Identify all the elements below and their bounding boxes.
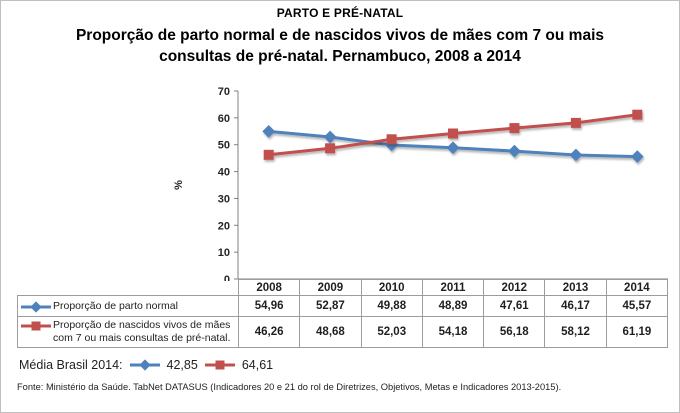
value-cell: 48,89 <box>421 295 485 317</box>
diamond-marker-icon <box>21 300 51 313</box>
y-tick-label: 0 <box>224 274 230 281</box>
data-point-diamond <box>508 144 521 158</box>
source-note: Fonte: Ministério da Saúde. TabNet DATAS… <box>17 382 562 392</box>
legend-cell: Proporção de parto normal <box>17 295 239 317</box>
y-tick-label: 60 <box>218 113 230 125</box>
chart-data-table: 2008 2009 2010 2011 2012 2013 2014 Proporção de… <box>17 279 669 348</box>
line-chart-plot: 0 10 20 30 40 50 60 70% <box>173 86 668 281</box>
media-brasil-value: 42,85 <box>166 358 198 372</box>
value-cell: 54,18 <box>421 316 485 348</box>
y-tick-label: 20 <box>218 220 230 232</box>
table-row: Proporção de nascidos vivos de mães com … <box>17 316 669 348</box>
value-cell: 45,57 <box>605 295 669 317</box>
media-brasil-value: 64,61 <box>241 358 274 372</box>
data-point-square <box>386 134 397 145</box>
legend-cell: Proporção de nascidos vivos de mães com … <box>17 316 239 348</box>
series-label: Proporção de parto normal <box>53 299 178 312</box>
table-corner-cell <box>18 280 239 296</box>
year-header-cell: 2013 <box>544 279 607 296</box>
chart-title-line-2: consultas de pré-natal. Pernambuco, 2008… <box>159 48 521 65</box>
y-tick-label: 10 <box>218 247 230 259</box>
data-point-square <box>570 117 581 128</box>
y-tick-label: 40 <box>218 167 230 179</box>
data-point-square <box>448 128 458 139</box>
media-brasil-label: Média Brasil 2014: <box>19 358 123 372</box>
diamond-marker-icon <box>129 359 160 371</box>
series-line-1 <box>263 109 643 160</box>
chart-title-line-1: Proporção de parto normal e de nascidos … <box>75 27 605 44</box>
data-point-diamond <box>446 141 460 155</box>
data-point-square <box>263 149 274 160</box>
value-cell: 47,61 <box>483 295 546 317</box>
value-cell: 46,26 <box>237 316 301 348</box>
series-line-0 <box>262 125 644 163</box>
square-marker-icon <box>21 320 51 332</box>
data-point-diamond <box>569 148 583 162</box>
year-header-cell: 2012 <box>483 279 546 296</box>
table-header-row: 2008 2009 2010 2011 2012 2013 2014 <box>18 279 669 296</box>
series-label: Proporção de nascidos vivos de mães com … <box>53 319 231 344</box>
square-marker-icon <box>204 359 235 371</box>
value-cell: 56,18 <box>483 316 546 348</box>
y-tick-label: 30 <box>218 193 230 205</box>
year-header-cell: 2008 <box>237 279 301 296</box>
year-header-cell: 2010 <box>360 279 423 296</box>
data-point-diamond <box>323 130 337 144</box>
year-header-cell: 2009 <box>299 279 362 296</box>
value-cell: 52,87 <box>299 295 362 317</box>
value-cell: 52,03 <box>360 316 423 348</box>
value-cell: 61,19 <box>605 316 669 348</box>
value-cell: 46,17 <box>544 295 607 317</box>
media-brasil-row: Média Brasil 2014: 42,85 64,61 <box>19 358 273 372</box>
data-point-square <box>632 109 643 120</box>
value-cell: 48,68 <box>299 316 362 348</box>
chart-suptitle: PARTO E PRÉ-NATAL <box>276 6 404 20</box>
value-cell: 58,12 <box>544 316 607 348</box>
table-row: Proporção de parto normal 54,96 52,87 49,88… <box>17 295 669 317</box>
data-point-square <box>325 143 336 154</box>
value-cell: 54,96 <box>237 295 301 317</box>
year-header-cell: 2014 <box>605 279 669 296</box>
y-tick-label: 50 <box>218 140 230 152</box>
y-axis-title: % <box>173 180 185 190</box>
chart-header: PARTO E PRÉ-NATAL Proporção de parto nor… <box>1 6 679 67</box>
year-header-cell: 2011 <box>421 279 485 296</box>
data-point-diamond <box>262 125 276 138</box>
data-point-diamond <box>630 150 644 163</box>
y-tick-label: 70 <box>218 86 230 98</box>
value-cell: 49,88 <box>360 295 423 317</box>
data-point-square <box>509 123 520 134</box>
